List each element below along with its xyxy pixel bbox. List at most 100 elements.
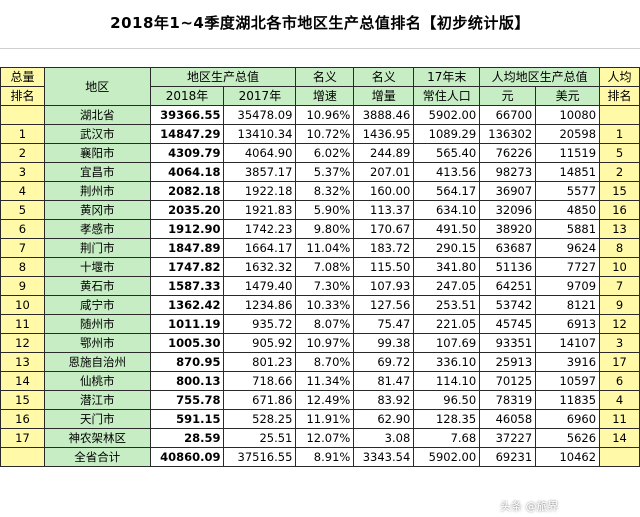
gdp-2017-cell: 25.51 [223,428,297,448]
per-capita-usd-cell: 3916 [535,352,601,372]
growth-cell: 6.02% [295,143,355,163]
increase-cell: 170.67 [353,219,415,239]
region-cell: 天门市 [43,409,151,429]
page-title: 2018年1~4季度湖北各市地区生产总值排名【初步统计版】 [110,13,530,32]
gdp-2018-cell: 870.95 [149,352,225,372]
gdp-2018-cell: 4064.18 [149,162,225,182]
per-capita-usd-cell: 9709 [535,276,601,296]
population-cell: 634.10 [413,200,481,220]
per-capita-yuan-cell: 98273 [479,162,537,182]
gdp-2018-cell: 14847.29 [149,124,225,144]
per-capita-rank-cell: 3 [599,333,640,353]
region-cell: 黄冈市 [43,200,151,220]
population-cell: 413.56 [413,162,481,182]
per-capita-yuan-cell: 69231 [479,447,537,467]
header-nominal-growth-2: 增速 [295,86,355,106]
population-cell: 128.35 [413,409,481,429]
table-row: 16 天门市 591.15 528.25 11.91% 62.90 128.35 46058 6… [0,409,640,429]
gdp-2018-cell: 2035.20 [149,200,225,220]
per-capita-yuan-cell: 37227 [479,428,537,448]
per-capita-yuan-cell: 93351 [479,333,537,353]
gdp-2017-cell: 801.23 [223,352,297,372]
gdp-2017-cell: 1479.40 [223,276,297,296]
increase-cell: 3343.54 [353,447,415,467]
per-capita-usd-cell: 10080 [535,105,601,125]
growth-cell: 10.97% [295,333,355,353]
increase-cell: 207.01 [353,162,415,182]
growth-cell: 11.91% [295,409,355,429]
gdp-2017-cell: 3857.17 [223,162,297,182]
region-cell: 荆州市 [43,181,151,201]
population-cell: 107.69 [413,333,481,353]
growth-cell: 9.80% [295,219,355,239]
gdp-2018-cell: 1362.42 [149,295,225,315]
increase-cell: 62.90 [353,409,415,429]
population-cell: 253.51 [413,295,481,315]
increase-cell: 83.92 [353,390,415,410]
population-cell: 336.10 [413,352,481,372]
increase-cell: 69.72 [353,352,415,372]
gdp-2017-cell: 528.25 [223,409,297,429]
table-row: 10 咸宁市 1362.42 1234.86 10.33% 127.56 253.51 537… [0,295,640,315]
per-capita-yuan-cell: 64251 [479,276,537,296]
table-row: 8 十堰市 1747.82 1632.32 7.08% 115.50 341.80 51136… [0,257,640,277]
bottom-margin [0,495,640,517]
header-per-capita-rank: 人均 [599,67,640,87]
per-capita-rank-cell: 1 [599,124,640,144]
gdp-2018-cell: 1912.90 [149,219,225,239]
rank-cell: 8 [0,257,45,277]
rank-cell: 16 [0,409,45,429]
increase-cell: 99.38 [353,333,415,353]
region-cell: 荆门市 [43,238,151,258]
gdp-2017-cell: 35478.09 [223,105,297,125]
per-capita-usd-cell: 14107 [535,333,601,353]
gdp-2017-cell: 1632.32 [223,257,297,277]
per-capita-yuan-cell: 25913 [479,352,537,372]
header-row-2: 排名 2018年 2017年 增速 增量 常住人口 元 美元 排名 [0,86,640,106]
region-cell: 潜江市 [43,390,151,410]
table-row: 2 襄阳市 4309.79 4064.90 6.02% 244.89 565.40 76226… [0,143,640,163]
header-per-capita-group: 人均地区生产总值 [479,67,601,87]
header-gdp-2017: 2017年 [223,86,297,106]
rank-cell [0,105,45,125]
growth-cell: 8.07% [295,314,355,334]
per-capita-usd-cell: 8121 [535,295,601,315]
per-capita-usd-cell: 11519 [535,143,601,163]
gdp-2018-cell: 800.13 [149,371,225,391]
per-capita-usd-cell: 6960 [535,409,601,429]
per-capita-rank-cell: 7 [599,276,640,296]
per-capita-yuan-cell: 76226 [479,143,537,163]
region-cell: 随州市 [43,314,151,334]
per-capita-rank-cell: 11 [599,409,640,429]
per-capita-yuan-cell: 78319 [479,390,537,410]
header-population-2: 常住人口 [413,86,481,106]
header-row-1: 总量 地区 地区生产总值 名义 名义 17年末 人均地区生产总值 人均 [0,67,640,106]
per-capita-usd-cell: 10462 [535,447,601,467]
population-cell: 564.17 [413,181,481,201]
per-capita-rank-cell: 13 [599,219,640,239]
population-cell: 565.40 [413,143,481,163]
per-capita-yuan-cell: 66700 [479,105,537,125]
rank-cell [0,447,45,467]
population-cell: 491.50 [413,219,481,239]
gdp-2017-cell: 13410.34 [223,124,297,144]
table-body: 湖北省 39366.55 35478.09 10.96% 3888.46 5902.00 6… [0,105,640,467]
per-capita-yuan-cell: 38920 [479,219,537,239]
growth-cell: 7.08% [295,257,355,277]
gdp-2018-cell: 28.59 [149,428,225,448]
header-nominal-growth: 名义 [295,67,355,87]
per-capita-yuan-cell: 63687 [479,238,537,258]
header-nominal-increase: 名义 [353,67,415,87]
region-cell: 襄阳市 [43,143,151,163]
header-nominal-increase-2: 增量 [353,86,415,106]
per-capita-yuan-cell: 53742 [479,295,537,315]
per-capita-rank-cell: 12 [599,314,640,334]
rank-cell: 15 [0,390,45,410]
growth-cell: 12.49% [295,390,355,410]
table-row: 7 荆门市 1847.89 1664.17 11.04% 183.72 290.15 6368… [0,238,640,258]
increase-cell: 3888.46 [353,105,415,125]
header-population: 17年末 [413,67,481,87]
region-cell: 孝感市 [43,219,151,239]
per-capita-usd-cell: 5881 [535,219,601,239]
rank-cell: 11 [0,314,45,334]
